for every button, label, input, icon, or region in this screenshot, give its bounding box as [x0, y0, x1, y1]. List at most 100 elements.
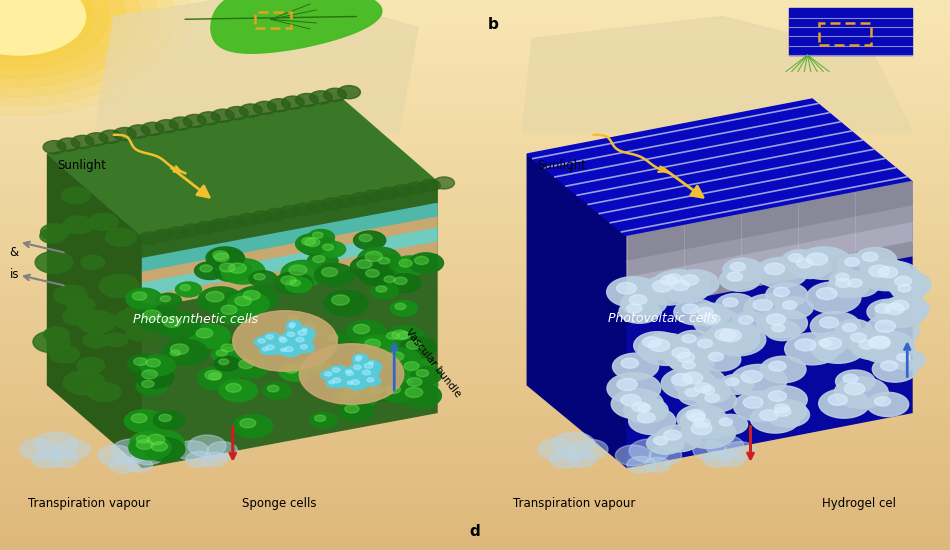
Circle shape	[310, 91, 332, 104]
Circle shape	[760, 356, 806, 383]
Circle shape	[760, 410, 778, 421]
Circle shape	[774, 407, 790, 416]
Bar	[0, 220, 950, 229]
Circle shape	[292, 335, 313, 346]
Text: Transpiration vapour: Transpiration vapour	[28, 497, 151, 510]
Circle shape	[295, 94, 318, 107]
Circle shape	[66, 297, 95, 313]
Circle shape	[334, 384, 378, 409]
Circle shape	[720, 452, 745, 466]
Circle shape	[680, 275, 698, 285]
Circle shape	[891, 300, 909, 311]
Bar	[0, 183, 950, 192]
Circle shape	[697, 389, 736, 412]
Polygon shape	[627, 223, 912, 297]
Circle shape	[847, 279, 863, 287]
Circle shape	[33, 331, 70, 353]
Circle shape	[407, 340, 421, 349]
Polygon shape	[527, 154, 627, 468]
Circle shape	[812, 336, 846, 355]
Circle shape	[195, 222, 216, 234]
Circle shape	[298, 321, 327, 338]
Circle shape	[0, 0, 124, 78]
Circle shape	[255, 337, 273, 347]
Circle shape	[704, 452, 731, 467]
Circle shape	[346, 371, 353, 376]
Circle shape	[753, 299, 772, 311]
Circle shape	[43, 141, 66, 154]
Circle shape	[132, 292, 146, 300]
Bar	[0, 202, 950, 211]
Circle shape	[627, 456, 655, 473]
Circle shape	[329, 376, 349, 388]
Circle shape	[63, 308, 92, 325]
Circle shape	[54, 285, 87, 305]
Circle shape	[129, 436, 171, 460]
Circle shape	[77, 311, 117, 333]
Circle shape	[682, 304, 699, 314]
Circle shape	[209, 373, 221, 380]
Polygon shape	[627, 182, 912, 468]
Circle shape	[647, 432, 684, 454]
Circle shape	[367, 378, 374, 382]
Circle shape	[105, 228, 137, 246]
Circle shape	[821, 338, 842, 349]
Bar	[0, 504, 950, 513]
Circle shape	[376, 286, 387, 292]
Circle shape	[294, 328, 315, 340]
Circle shape	[835, 320, 873, 341]
Circle shape	[285, 366, 297, 373]
Circle shape	[719, 418, 732, 426]
Circle shape	[326, 366, 355, 383]
Circle shape	[279, 338, 287, 343]
Bar	[0, 128, 950, 138]
Circle shape	[681, 417, 735, 448]
Circle shape	[295, 337, 304, 342]
Circle shape	[654, 437, 668, 445]
Bar	[0, 358, 950, 367]
Circle shape	[655, 425, 701, 452]
Circle shape	[397, 358, 435, 380]
Bar	[0, 55, 950, 64]
Circle shape	[161, 296, 170, 302]
Circle shape	[664, 430, 681, 440]
Circle shape	[845, 383, 865, 395]
Circle shape	[621, 358, 638, 368]
Circle shape	[854, 248, 897, 272]
Circle shape	[136, 436, 149, 443]
Circle shape	[303, 324, 314, 331]
Circle shape	[332, 368, 340, 372]
Circle shape	[649, 339, 670, 351]
Circle shape	[51, 452, 78, 467]
Circle shape	[109, 456, 138, 473]
Circle shape	[212, 347, 239, 363]
Circle shape	[819, 339, 831, 347]
Circle shape	[637, 412, 656, 423]
Circle shape	[298, 234, 335, 256]
Bar	[0, 0, 950, 9]
Circle shape	[666, 274, 681, 283]
Circle shape	[682, 334, 696, 343]
Circle shape	[387, 386, 401, 394]
Circle shape	[0, 0, 158, 97]
Circle shape	[404, 362, 419, 371]
Circle shape	[682, 361, 695, 369]
Circle shape	[843, 323, 857, 332]
Circle shape	[862, 252, 878, 261]
Circle shape	[858, 331, 915, 363]
Circle shape	[397, 383, 442, 408]
Circle shape	[379, 273, 408, 289]
Circle shape	[783, 301, 797, 309]
Circle shape	[663, 275, 710, 302]
Circle shape	[879, 267, 898, 278]
Bar	[0, 339, 950, 348]
Circle shape	[214, 301, 254, 324]
Circle shape	[290, 280, 300, 286]
Circle shape	[788, 254, 803, 262]
Circle shape	[0, 0, 86, 55]
Circle shape	[689, 412, 705, 422]
Circle shape	[307, 252, 338, 270]
Circle shape	[35, 251, 73, 273]
Circle shape	[34, 432, 78, 456]
Bar	[0, 82, 950, 92]
